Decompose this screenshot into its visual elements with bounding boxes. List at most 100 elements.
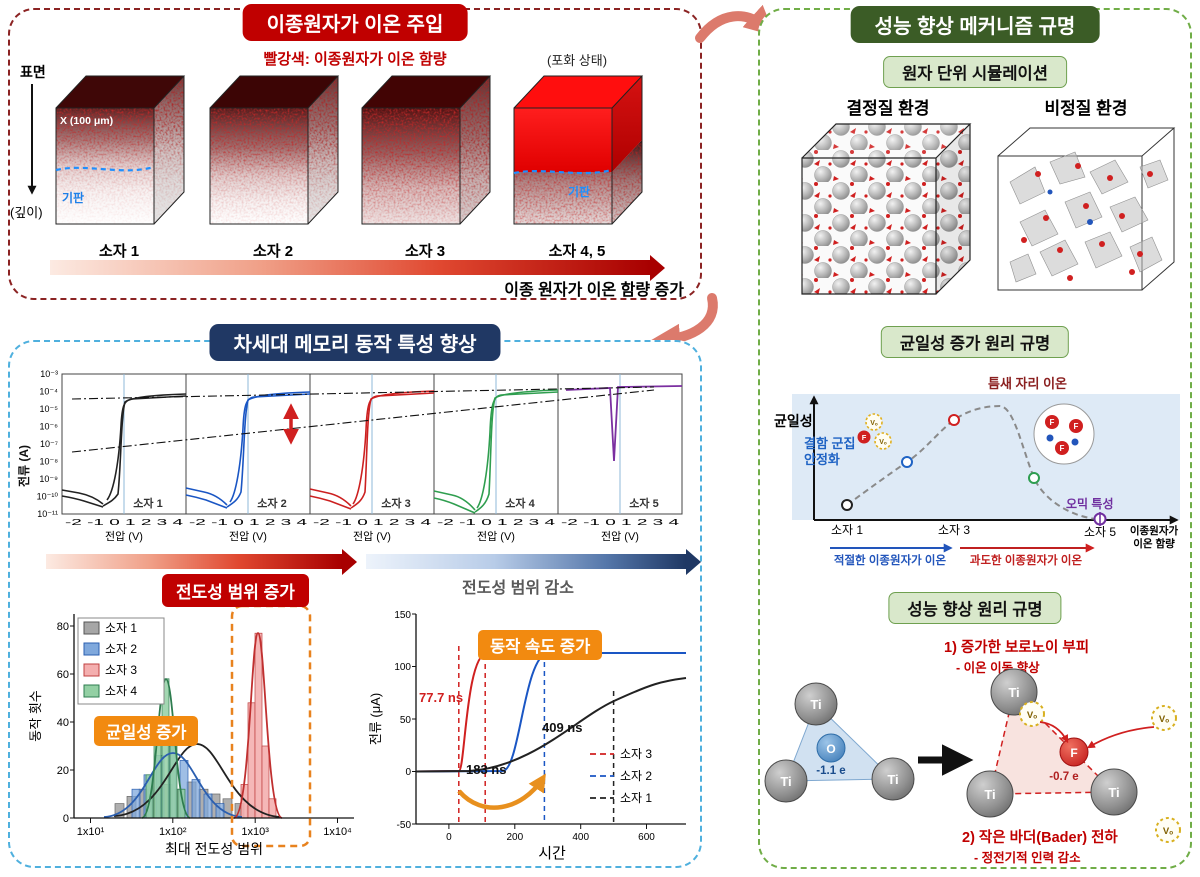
point-device-1 — [841, 499, 853, 511]
ti-label: Ti — [1008, 685, 1019, 700]
gradient-arrow-head — [342, 548, 357, 575]
cube-device-2 — [209, 75, 340, 225]
svg-text:Vₒ: Vₒ — [870, 420, 878, 427]
device-label-3: 소자 3 — [404, 243, 446, 260]
speed-y-tick: 150 — [394, 610, 411, 621]
proper-ion-label: 적절한 이종원자가 이온 — [834, 553, 947, 567]
iv-y-tick: 10⁻⁷ — [40, 439, 58, 449]
saturation-note: (포화 상태) — [546, 53, 608, 68]
speed-y-axis-label: 전류 (μA) — [368, 693, 383, 745]
atomic-simulation-badge: 원자 단위 시뮬레이션 — [883, 56, 1067, 88]
hist-x-tick: 1x10⁴ — [323, 826, 352, 838]
conductance-histogram-chart: 소자 1 소자 2 소자 3 소자 4 80 60 40 20 0 1x10¹ … — [28, 604, 354, 857]
iv-y-tick: 10⁻¹⁰ — [37, 492, 59, 502]
ion-content-gradient-arrow — [50, 254, 665, 281]
substrate-boundary-line — [55, 165, 155, 172]
hist-tick-marks — [70, 625, 338, 823]
uniformity-x-tick-3: 소자 3 — [938, 523, 970, 537]
uniformity-x-label-2: 이온 함량 — [1133, 537, 1175, 550]
iv-curve-device-4 — [433, 389, 559, 514]
connector-arrow-middle-icon — [650, 293, 718, 354]
speed-sweep-arrow — [457, 773, 546, 810]
hist-legend-device-4: 소자 4 — [105, 684, 137, 698]
iv-x-axis-label: 전압 (V) — [353, 530, 391, 543]
iv-y-tick: 10⁻³ — [40, 369, 58, 379]
amorphous-polyhedra — [1009, 151, 1169, 283]
voronoi-note-title: 1) 증가한 보로노이 부피 — [944, 639, 1089, 656]
iv-y-tick: 10⁻⁵ — [40, 404, 59, 414]
fluorine-label: F — [1070, 746, 1077, 760]
hist-legend-device-2: 소자 2 — [105, 642, 137, 656]
hist-y-tick: 80 — [57, 621, 69, 633]
gradient-arrow-head — [686, 548, 701, 575]
depth-label: (깊이) — [10, 205, 43, 220]
crystalline-structure-image — [801, 123, 972, 295]
hist-y-tick: 20 — [57, 765, 69, 777]
svg-text:F: F — [1060, 444, 1065, 453]
iv-y-axis-label: 전류 (A) — [16, 445, 31, 487]
iv-curve-device-3 — [309, 390, 435, 510]
speed-tick-marks — [412, 613, 647, 829]
trend-line-lower — [71, 389, 655, 453]
panel-mechanism: 성능 향상 메커니즘 규명 원자 단위 시뮬레이션 결정질 환경 비정질 환경 — [758, 6, 1192, 869]
panel-ion-implantation: 이종원자가 이온 주입 빨강색: 이종원자가 이온 함량 (포화 상태) 표면 … — [8, 4, 702, 300]
trend-line-upper — [71, 386, 655, 400]
ohmic-marker — [1093, 512, 1107, 526]
speed-y-tick: 0 — [405, 767, 411, 778]
hist-legend-device-3: 소자 3 — [105, 663, 137, 677]
interstitial-inset-icon: F F F — [1033, 403, 1095, 465]
uniformity-increase-badge: 균일성 증가 — [94, 716, 199, 746]
ti-label: Ti — [780, 774, 791, 789]
surface-label: 표면 — [20, 64, 46, 80]
conductance-decrease-arrow — [366, 548, 701, 575]
conductance-increase-badge: 전도성 범위 증가 — [162, 574, 309, 607]
hist-y-tick: 60 — [57, 669, 69, 681]
uniformity-schematic-chart: 균일성 Vₒ F Vₒ F F F 결함 군집 안정화 틈새 자리 이온 오믹 … — [774, 376, 1180, 567]
svg-text:Vₒ: Vₒ — [1159, 714, 1169, 725]
fluorine-charge: -0.7 e — [1049, 771, 1078, 783]
iv-curves-chart: 전류 (A) 10⁻³ 10⁻⁴ 10⁻⁵ 10⁻⁶ 10⁻⁷ 10⁻⁸ 10⁻… — [16, 369, 683, 543]
bader-note-title: 2) 작은 바더(Bader) 전하 — [962, 828, 1118, 846]
svg-text:Vₒ: Vₒ — [879, 439, 887, 446]
uniformity-y-label: 균일성 — [774, 413, 813, 429]
substrate-label: 기판 — [62, 190, 84, 205]
point-device-4 — [1028, 472, 1040, 484]
ion-migration-arrow — [1086, 726, 1155, 749]
iv-device-label-2: 소자 2 — [257, 496, 286, 510]
cube-device-4-5: 기판 — [513, 75, 644, 225]
conductance-decrease-caption: 전도성 범위 감소 — [462, 580, 574, 597]
uniformity-x-tick-1: 소자 1 — [831, 523, 863, 537]
uniformity-curve — [846, 404, 1097, 520]
svg-text:Vₒ: Vₒ — [1163, 826, 1173, 837]
device-label-2: 소자 2 — [252, 243, 294, 260]
panel-title-mechanism: 성능 향상 메커니즘 규명 — [850, 6, 1100, 43]
speed-legend-device-3: 소자 3 — [620, 747, 652, 761]
svg-text:F: F — [862, 433, 867, 442]
iv-x-ticks: -2 -1 0 1 2 3 4 — [561, 517, 680, 527]
iv-device-label-4: 소자 4 — [505, 496, 535, 510]
amorphous-label: 비정질 환경 — [1044, 99, 1128, 118]
conductance-increase-arrow — [46, 548, 357, 575]
hist-y-tick: 40 — [57, 717, 69, 729]
speed-x-tick: 0 — [446, 832, 452, 843]
speed-x-tick: 600 — [638, 832, 655, 843]
crystalline-label: 결정질 환경 — [846, 99, 930, 118]
rise-time-device-2: 183 ns — [466, 762, 506, 777]
point-device-2 — [901, 456, 913, 468]
cube-device-1: X (100 μm) 기판 — [55, 75, 186, 225]
iv-device-label-3: 소자 3 — [381, 496, 410, 510]
uniformity-x-tick-5: 소자 5 — [1084, 525, 1116, 539]
hist-legend-device-1: 소자 1 — [105, 621, 137, 635]
svg-text:F: F — [1074, 422, 1079, 431]
iv-subplot-boxes — [61, 373, 683, 515]
rise-time-device-3: 77.7 ns — [419, 690, 463, 705]
iv-x-axis-label: 전압 (V) — [229, 530, 267, 543]
iv-device-label-1: 소자 1 — [133, 496, 162, 510]
speed-legend-device-2: 소자 2 — [620, 769, 652, 783]
point-device-3 — [948, 414, 960, 426]
rise-time-device-1: 409 ns — [542, 720, 582, 735]
device-label-4-5: 소자 4, 5 — [548, 243, 606, 260]
iv-curve-device-1 — [61, 393, 187, 508]
speed-legend: 소자 3 소자 2 소자 1 — [590, 747, 652, 805]
iv-y-tick: 10⁻¹¹ — [37, 509, 58, 519]
